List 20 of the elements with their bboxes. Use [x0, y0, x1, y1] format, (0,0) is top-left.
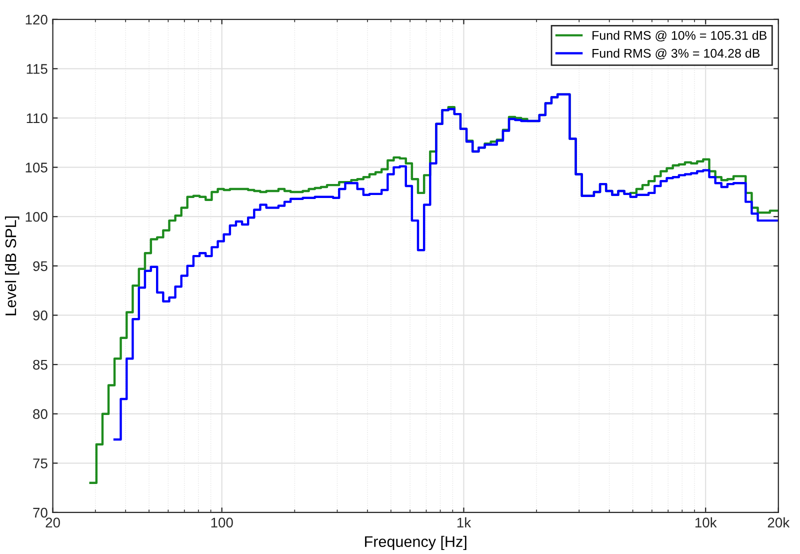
y-tick-label: 75: [33, 458, 48, 468]
x-tick-label: 100: [211, 518, 233, 528]
x-tick-label: 10k: [695, 517, 717, 528]
y-tick-label: 90: [33, 310, 48, 320]
x-tick-label: 1k: [457, 517, 472, 528]
y-tick-label: 110: [26, 113, 48, 124]
y-tick-label: 105: [26, 162, 48, 172]
legend-label: Fund RMS @ 10% = 105.31 dB: [592, 30, 766, 42]
y-tick-label: 120: [26, 14, 48, 25]
y-tick-label: 80: [33, 409, 48, 420]
y-tick-label: 95: [33, 261, 48, 272]
y-tick-label: 115: [26, 64, 48, 74]
legend-label: Fund RMS @ 3% = 104.28 dB: [592, 48, 760, 60]
x-axis-title: Frequency [Hz]: [365, 536, 466, 550]
x-tick-label: 20k: [768, 517, 790, 528]
x-tick-label: 20: [46, 518, 60, 528]
y-tick-label: 70: [33, 508, 48, 518]
y-tick-label: 85: [33, 360, 48, 370]
y-axis-title: Level [dB SPL]: [4, 216, 20, 316]
y-tick-label: 100: [26, 212, 48, 222]
